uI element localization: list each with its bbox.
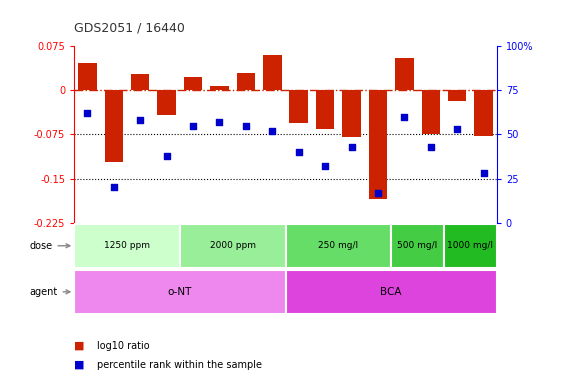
Bar — [286, 223, 391, 268]
Text: 1250 ppm: 1250 ppm — [104, 241, 150, 250]
Bar — [158, 90, 176, 115]
Text: 1000 mg/l: 1000 mg/l — [447, 241, 493, 250]
Bar — [180, 223, 286, 268]
Bar — [391, 223, 444, 268]
Bar — [448, 90, 467, 101]
Bar — [104, 90, 123, 162]
Text: BCA: BCA — [380, 287, 402, 297]
Text: dose: dose — [29, 241, 70, 251]
Text: log10 ratio: log10 ratio — [97, 341, 150, 351]
Point — [426, 144, 435, 150]
Bar — [131, 74, 150, 90]
Bar — [210, 86, 229, 90]
Point — [347, 144, 356, 150]
Point — [320, 163, 329, 169]
Point — [268, 128, 277, 134]
Text: ■: ■ — [74, 341, 85, 351]
Bar — [74, 270, 286, 314]
Point — [188, 122, 198, 129]
Bar — [369, 90, 387, 199]
Bar — [475, 90, 493, 136]
Point — [453, 126, 462, 132]
Point — [479, 170, 488, 176]
Text: ■: ■ — [74, 360, 85, 370]
Point — [215, 119, 224, 125]
Bar — [236, 73, 255, 90]
Bar — [74, 223, 180, 268]
Point — [400, 114, 409, 120]
Bar — [289, 90, 308, 122]
Point — [136, 117, 145, 123]
Bar — [263, 55, 282, 90]
Text: o-NT: o-NT — [168, 287, 192, 297]
Text: agent: agent — [29, 287, 70, 297]
Point — [294, 149, 303, 155]
Point — [83, 110, 92, 116]
Bar — [316, 90, 335, 129]
Point — [109, 184, 118, 190]
Bar — [286, 270, 497, 314]
Text: 250 mg/l: 250 mg/l — [318, 241, 359, 250]
Bar — [184, 77, 202, 90]
Text: percentile rank within the sample: percentile rank within the sample — [97, 360, 262, 370]
Text: GDS2051 / 16440: GDS2051 / 16440 — [74, 22, 185, 35]
Bar — [421, 90, 440, 134]
Bar — [444, 223, 497, 268]
Text: 2000 ppm: 2000 ppm — [210, 241, 256, 250]
Point — [242, 122, 251, 129]
Bar — [342, 90, 361, 137]
Bar — [78, 63, 96, 90]
Bar — [395, 58, 413, 90]
Point — [162, 152, 171, 159]
Text: 500 mg/l: 500 mg/l — [397, 241, 437, 250]
Point — [373, 190, 383, 196]
